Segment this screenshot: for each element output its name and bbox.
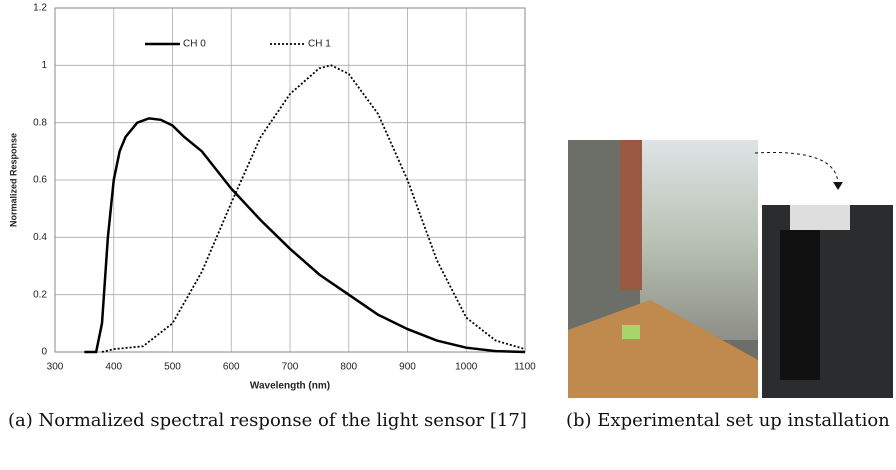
x-tick-label: 1000 — [455, 362, 478, 373]
x-tick-label: 1100 — [514, 362, 536, 373]
y-tick-label: 0 — [41, 347, 47, 358]
y-tick-label: 1 — [41, 60, 47, 71]
photo — [568, 140, 893, 398]
photo-module — [780, 230, 820, 380]
x-tick-label: 300 — [47, 362, 64, 373]
y-tick-label: 0.8 — [33, 117, 47, 128]
photo-arrow — [754, 152, 839, 186]
caption-b: (b) Experimental set up installation — [566, 410, 890, 431]
legend-label: CH 1 — [308, 39, 331, 50]
photo-device — [622, 325, 640, 339]
photo-usb — [790, 205, 850, 230]
series-line — [101, 64, 526, 353]
x-tick-label: 400 — [105, 362, 122, 373]
figure: Wavelength (nm) Normalized Response 0 0.2… — [8, 3, 893, 398]
y-tick-label: 0.6 — [33, 175, 47, 186]
plot-frame — [54, 7, 526, 353]
photo-sill — [568, 300, 758, 398]
x-axis-label: Wavelength (nm) — [250, 381, 330, 392]
y-axis-label: Normalized Response — [8, 133, 18, 227]
x-tick-label: 700 — [282, 362, 299, 373]
x-tick-label: 800 — [340, 362, 357, 373]
x-tick-label: 600 — [223, 362, 240, 373]
x-tick-label: 900 — [399, 362, 416, 373]
photo-brick — [620, 140, 642, 290]
x-tick-label: 500 — [164, 362, 181, 373]
y-tick-label: 0.4 — [33, 232, 47, 243]
photo-arrowhead — [833, 182, 843, 190]
series-line — [84, 117, 526, 354]
y-tick-label: 0.2 — [33, 289, 47, 300]
legend-label: CH 0 — [183, 39, 206, 50]
y-tick-label: 1.2 — [33, 3, 47, 14]
caption-a: (a) Normalized spectral response of the … — [8, 410, 527, 431]
